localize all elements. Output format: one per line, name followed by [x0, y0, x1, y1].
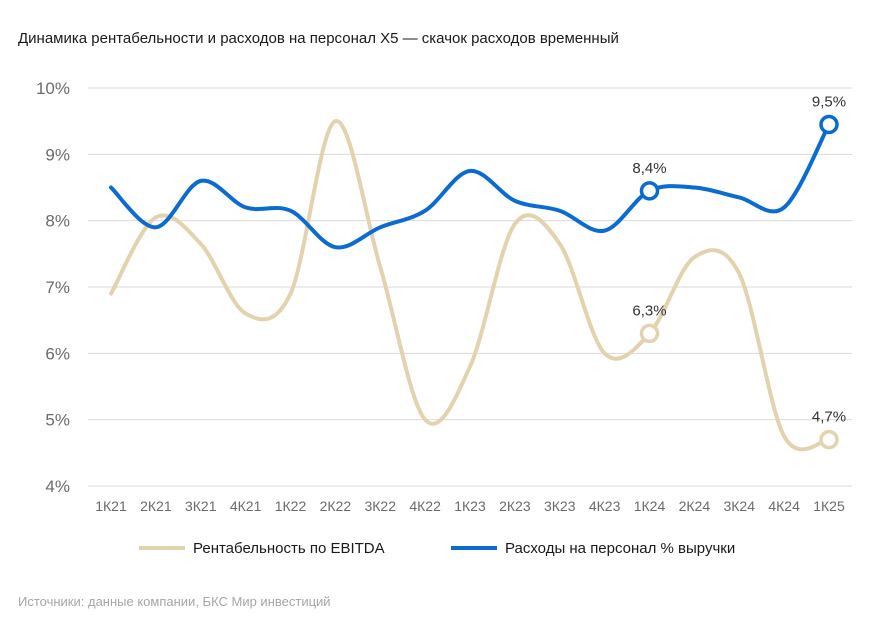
x-tick-label: 3К22 — [364, 498, 396, 514]
x-tick-label: 3К24 — [723, 498, 755, 514]
data-label: 6,3% — [632, 302, 666, 319]
data-label: 8,4% — [632, 160, 666, 177]
data-point-marker — [639, 323, 660, 344]
chart-title: Динамика рентабельности и расходов на пе… — [18, 30, 619, 47]
data-label: 4,7% — [812, 409, 846, 426]
source-note: Источники: данные компании, БКС Мир инве… — [18, 594, 331, 609]
legend-label: Рентабельность по EBITDA — [193, 540, 385, 557]
x-tick-label: 3К23 — [544, 498, 576, 514]
data-point-marker — [819, 429, 839, 450]
x-axis-ticks: 1К21 2К21 3К21 4К21 1К22 2К22 3К22 4К22 1К23 2К23… — [95, 498, 845, 514]
x-tick-label: 2К22 — [320, 498, 352, 514]
data-point-marker — [819, 114, 839, 135]
x-tick-label: 1К25 — [813, 498, 845, 514]
series-line-1 — [109, 122, 831, 250]
x-tick-label: 1К22 — [275, 498, 307, 514]
x-tick-label: 2К21 — [140, 498, 172, 514]
x-tick-label: 2К23 — [499, 498, 531, 514]
x-tick-label: 4К24 — [768, 498, 800, 514]
data-point-marker — [639, 181, 660, 201]
y-tick-label: 9% — [45, 145, 70, 164]
y-axis-ticks: 4% 5% 6% 7% 8% 9% 10% — [36, 79, 70, 496]
y-tick-label: 8% — [45, 212, 70, 231]
series-lines — [109, 119, 831, 452]
y-tick-label: 6% — [45, 344, 70, 363]
y-tick-label: 4% — [45, 477, 70, 496]
legend: Рентабельность по EBITDA Расходы на персо… — [139, 540, 735, 557]
x-tick-label: 4К23 — [589, 498, 621, 514]
legend-label: Расходы на персонал % выручки — [505, 540, 735, 557]
x-tick-label: 3К21 — [185, 498, 217, 514]
y-tick-label: 10% — [36, 79, 70, 98]
x-tick-label: 1К21 — [95, 498, 127, 514]
x-tick-label: 2К24 — [679, 498, 711, 514]
x-tick-label: 4К21 — [230, 498, 262, 514]
data-label: 9,5% — [812, 93, 846, 110]
series-line-0 — [109, 119, 831, 452]
grid-lines — [88, 87, 852, 487]
x-tick-label: 1К23 — [454, 498, 486, 514]
y-tick-label: 7% — [45, 278, 70, 297]
series-markers: 6,3% 4,7% 8,4% 9,5% — [632, 93, 846, 450]
x-tick-label: 1К24 — [634, 498, 666, 514]
x-tick-label: 4К22 — [409, 498, 441, 514]
y-tick-label: 5% — [45, 411, 70, 430]
